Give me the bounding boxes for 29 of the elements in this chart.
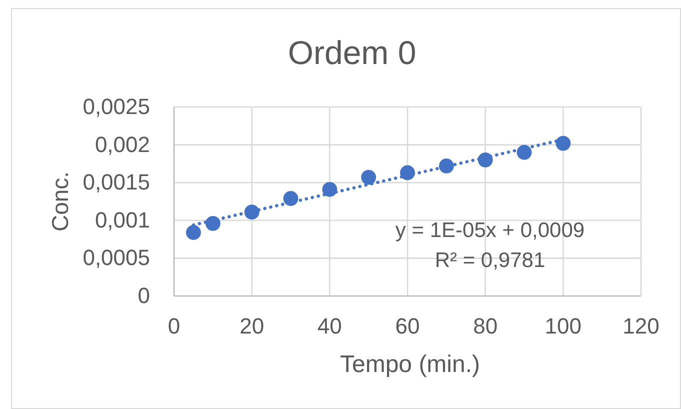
point	[244, 204, 260, 220]
point	[516, 144, 532, 160]
y-axis-title: Conc.	[47, 171, 73, 232]
point	[361, 170, 376, 185]
y-tick-label: 0,001	[94, 207, 150, 232]
point	[478, 152, 493, 168]
x-tick-label: 60	[395, 314, 420, 339]
point	[438, 158, 454, 174]
point	[205, 216, 220, 231]
point	[400, 165, 415, 180]
x-tick-label: 40	[317, 314, 342, 339]
point	[556, 136, 571, 151]
y-tick-label: 0,0015	[82, 170, 150, 195]
x-tick-label: 80	[473, 314, 498, 339]
annotation: R² = 0,9781	[434, 249, 546, 272]
annotation: y = 1E-05x + 0,0009	[395, 219, 585, 242]
y-tick-label: 0,002	[94, 132, 150, 157]
x-tick-label: 0	[168, 314, 180, 339]
y-tick-label: 0,0025	[82, 94, 150, 120]
y-tick-label: 0,0005	[82, 245, 150, 270]
x-axis-title: Tempo (min.)	[340, 351, 480, 378]
x-tick-label: 100	[544, 314, 582, 339]
point	[322, 182, 338, 197]
x-tick-label: 120	[622, 314, 660, 339]
x-tick-label: 20	[240, 314, 264, 339]
y-tick-label: 0	[138, 283, 150, 308]
chart-title: Ordem 0	[288, 34, 416, 71]
point	[186, 225, 201, 240]
point	[283, 191, 298, 206]
